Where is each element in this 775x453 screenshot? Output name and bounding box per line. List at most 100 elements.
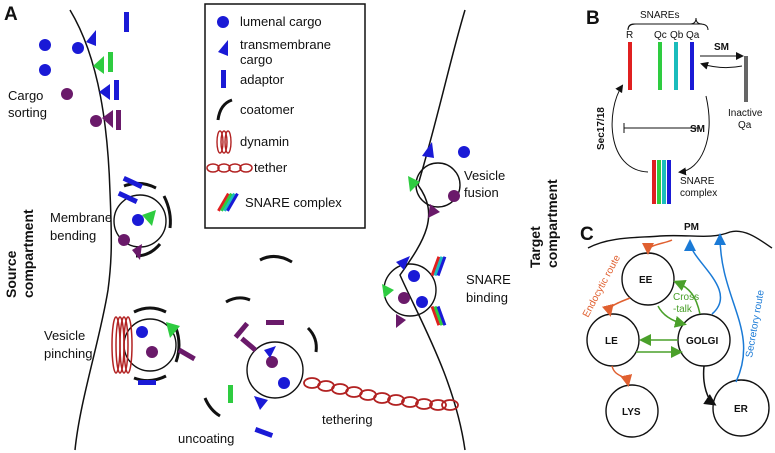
transmembrane-cargo bbox=[264, 346, 276, 358]
snare-complex bbox=[430, 256, 447, 277]
adaptor bbox=[228, 385, 233, 403]
snare-complex-1: SNARE bbox=[680, 176, 715, 187]
secretory-route-label: Secretory route bbox=[744, 289, 767, 359]
legend-snare: SNARE complex bbox=[245, 195, 342, 210]
transmembrane-cargo bbox=[102, 110, 113, 128]
adaptor bbox=[124, 12, 129, 32]
secretory-arrow-golgi-pm bbox=[684, 239, 722, 315]
panel-b-label: B bbox=[586, 8, 600, 29]
adaptor bbox=[254, 427, 274, 438]
endocytic-route-label: Endocytic route bbox=[581, 253, 623, 319]
adaptor bbox=[266, 320, 284, 325]
crosstalk-label-1: Cross bbox=[673, 292, 699, 303]
label-source-1: Source bbox=[3, 250, 19, 298]
purple-cargo bbox=[266, 356, 278, 368]
transmembrane-cargo bbox=[408, 176, 420, 192]
transmembrane-cargo bbox=[142, 210, 156, 226]
legend-coatomer-icon bbox=[216, 98, 233, 121]
target-membrane bbox=[399, 9, 466, 451]
panel-b: B SNAREs R Qc Qb Qa SM Inactive Qa SM Se… bbox=[586, 8, 763, 204]
node-ee-label: EE bbox=[639, 275, 653, 286]
transmembrane-cargo bbox=[132, 244, 142, 260]
coatomer bbox=[133, 306, 167, 314]
legend-dynamin: dynamin bbox=[240, 134, 289, 149]
node-er-label: ER bbox=[734, 404, 749, 415]
label-vesicle-fusion-2: fusion bbox=[464, 185, 499, 200]
lumenal-cargo bbox=[416, 296, 428, 308]
adaptor bbox=[233, 321, 250, 339]
crosstalk-label-2: -talk bbox=[673, 304, 693, 315]
tether bbox=[303, 377, 459, 411]
inactive-qa-bar bbox=[744, 56, 748, 102]
snares-header: SNAREs bbox=[640, 10, 679, 21]
snare-label-qc: Qc bbox=[654, 30, 667, 41]
legend-transmembrane-1: transmembrane bbox=[240, 37, 331, 52]
coatomer bbox=[162, 195, 172, 229]
sec-label: Sec17/18 bbox=[596, 107, 607, 150]
coatomer bbox=[203, 397, 221, 418]
label-target-2: compartment bbox=[544, 179, 560, 268]
panel-a: A bbox=[3, 3, 560, 451]
transmembrane-cargo bbox=[86, 30, 96, 46]
crosstalk-ee-golgi bbox=[657, 305, 687, 328]
legend-lumenal-icon bbox=[217, 16, 229, 28]
transmembrane-cargo bbox=[254, 396, 268, 410]
adaptor bbox=[117, 190, 138, 204]
lumenal-cargo bbox=[132, 214, 144, 226]
crosstalk-golgi-ee bbox=[673, 280, 701, 315]
transmembrane-cargo bbox=[396, 314, 406, 328]
label-membrane-bending-1: Membrane bbox=[50, 210, 112, 225]
transmembrane-cargo bbox=[382, 284, 394, 298]
panel-a-label: A bbox=[4, 4, 18, 25]
legend-tether-icon bbox=[206, 163, 253, 173]
label-tethering: tethering bbox=[322, 412, 373, 427]
purple-cargo bbox=[118, 234, 130, 246]
legend-snare-icon bbox=[217, 192, 239, 212]
snare-qc bbox=[658, 42, 662, 90]
purple-cargo bbox=[448, 190, 460, 202]
coatomer bbox=[174, 327, 181, 363]
label-cargo-sorting-2: sorting bbox=[8, 105, 47, 120]
legend: lumenal cargo transmembrane cargo adapto… bbox=[204, 3, 366, 229]
coatomer bbox=[259, 255, 293, 264]
inactive-qa-1: Inactive bbox=[728, 108, 763, 119]
label-vesicle-fusion-1: Vesicle bbox=[464, 168, 505, 183]
source-membrane bbox=[69, 9, 113, 451]
sec-arrow bbox=[611, 84, 649, 173]
label-uncoating: uncoating bbox=[178, 431, 234, 446]
label-cargo-sorting-1: Cargo bbox=[8, 88, 43, 103]
plasma-membrane bbox=[587, 230, 773, 249]
node-er bbox=[712, 379, 770, 437]
transmembrane-cargo bbox=[396, 256, 410, 270]
snare-complex-bundle bbox=[652, 160, 671, 204]
golgi-er-arrow bbox=[702, 365, 717, 406]
legend-lumenal: lumenal cargo bbox=[240, 14, 322, 29]
label-membrane-bending-2: bending bbox=[50, 228, 96, 243]
lumenal-cargo bbox=[72, 42, 84, 54]
coatomer bbox=[306, 326, 318, 353]
legend-transmembrane-2: cargo bbox=[240, 52, 273, 67]
endocytic-arrow-le-lys bbox=[611, 365, 633, 387]
secretory-arrow-er-pm bbox=[714, 233, 745, 383]
adaptor bbox=[177, 347, 196, 362]
lumenal-cargo bbox=[39, 64, 51, 76]
sm-arrow-back bbox=[700, 61, 743, 70]
snares-brace bbox=[627, 23, 709, 31]
dynamin bbox=[111, 316, 133, 374]
legend-adaptor-icon bbox=[221, 70, 226, 88]
uncoated-vesicle bbox=[246, 341, 304, 399]
lumenal-cargo bbox=[136, 326, 148, 338]
lumenal-cargo bbox=[408, 270, 420, 282]
sm-label: SM bbox=[714, 42, 729, 53]
label-vesicle-pinching-2: pinching bbox=[44, 346, 92, 361]
panel-c: C PM EE LE GOLGI LYS ER Endocytic route … bbox=[580, 222, 773, 438]
transmembrane-cargo bbox=[428, 204, 440, 218]
assembly-arrow bbox=[678, 95, 710, 176]
adaptor bbox=[108, 52, 113, 72]
snare-qb bbox=[674, 42, 678, 90]
legend-tether: tether bbox=[254, 160, 288, 175]
node-golgi-label: GOLGI bbox=[686, 336, 718, 347]
transmembrane-cargo bbox=[166, 322, 180, 338]
panel-c-label: C bbox=[580, 224, 594, 245]
legend-transmembrane-icon bbox=[218, 40, 228, 56]
